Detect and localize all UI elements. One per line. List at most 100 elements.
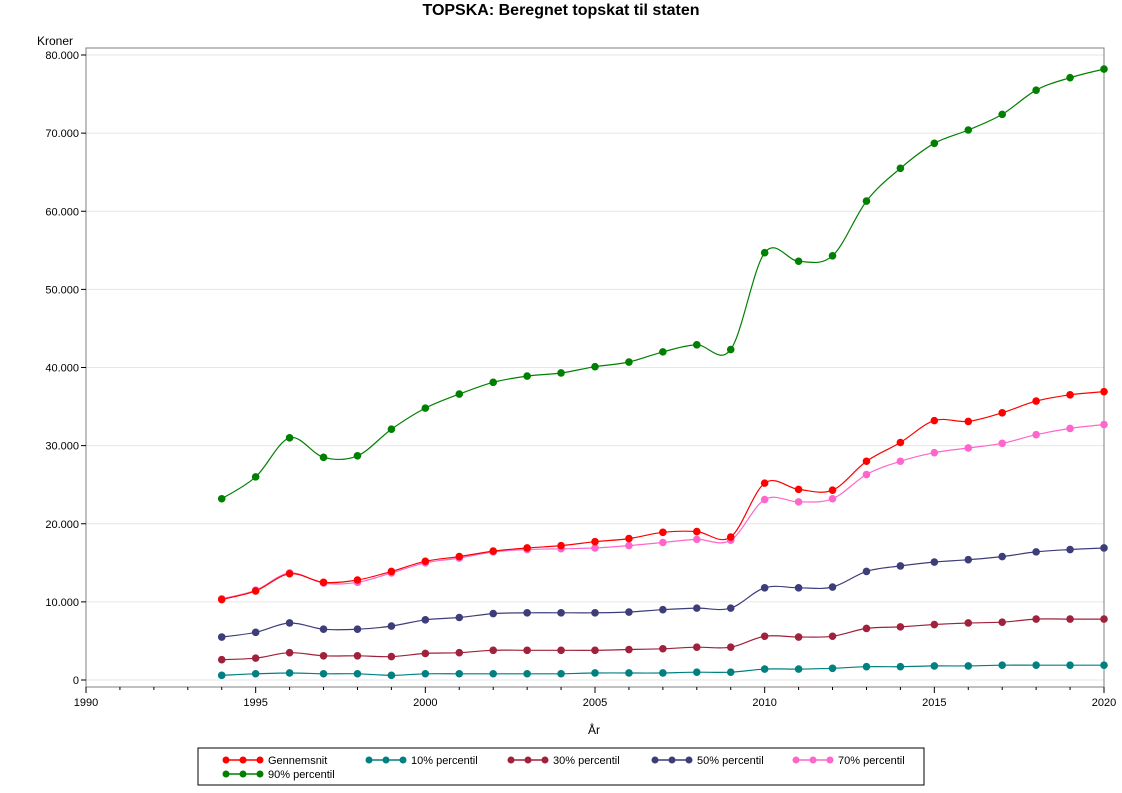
data-point xyxy=(794,485,803,494)
data-point xyxy=(319,651,328,660)
legend-marker xyxy=(541,756,549,764)
data-point xyxy=(1032,615,1040,623)
data-point xyxy=(964,662,973,670)
x-tick-label: 2010 xyxy=(752,697,776,709)
data-point xyxy=(726,643,735,651)
data-point xyxy=(523,372,531,380)
data-point xyxy=(625,541,633,550)
data-point xyxy=(896,438,905,447)
legend-marker xyxy=(239,756,247,764)
data-point xyxy=(353,651,362,660)
y-tick-label: 60.000 xyxy=(45,206,79,218)
data-point xyxy=(1100,615,1108,623)
x-tick-label: 1995 xyxy=(243,697,267,709)
data-point xyxy=(557,369,565,377)
data-point xyxy=(760,248,769,257)
legend-marker xyxy=(685,756,693,764)
data-point xyxy=(625,358,633,366)
y-axis-label: Kroner xyxy=(37,34,73,48)
data-point xyxy=(455,648,464,657)
data-point xyxy=(828,664,837,673)
data-point xyxy=(896,623,905,631)
data-point xyxy=(794,498,803,506)
data-point xyxy=(625,608,633,616)
data-point xyxy=(726,668,735,676)
data-point xyxy=(693,535,701,544)
data-point xyxy=(1100,387,1108,396)
data-point xyxy=(217,671,226,680)
data-point xyxy=(760,665,769,673)
data-point xyxy=(1066,73,1074,82)
x-tick-label: 2015 xyxy=(922,697,946,709)
data-point xyxy=(455,390,464,398)
legend-marker xyxy=(524,756,532,764)
data-point xyxy=(455,552,464,561)
data-point xyxy=(557,669,565,678)
series-line-2 xyxy=(221,618,1104,661)
data-point xyxy=(217,633,226,641)
data-point xyxy=(930,620,939,629)
data-point xyxy=(828,632,837,641)
data-point xyxy=(285,648,294,657)
data-point xyxy=(794,633,803,641)
data-point xyxy=(693,341,701,349)
y-tick-label: 50.000 xyxy=(45,284,79,296)
y-tick-label: 70.000 xyxy=(45,128,79,140)
data-point xyxy=(1032,397,1040,405)
data-point xyxy=(489,609,498,618)
data-point xyxy=(591,362,599,371)
data-point xyxy=(1066,424,1074,433)
data-point xyxy=(930,139,939,148)
data-point xyxy=(1066,545,1074,554)
data-point xyxy=(693,527,701,536)
data-point xyxy=(591,669,599,677)
y-tick-label: 10.000 xyxy=(45,597,79,609)
data-point xyxy=(1100,65,1108,73)
data-point xyxy=(896,562,905,570)
data-point xyxy=(1066,391,1074,399)
data-point xyxy=(1066,661,1074,669)
data-point xyxy=(285,569,294,578)
data-point xyxy=(862,470,871,479)
data-point xyxy=(930,558,939,566)
data-point xyxy=(387,671,396,680)
data-point xyxy=(964,619,973,627)
data-point xyxy=(421,404,430,412)
data-point xyxy=(896,662,905,671)
data-point xyxy=(964,444,973,452)
x-axis-label: År xyxy=(588,722,600,737)
data-point xyxy=(251,669,260,678)
data-point xyxy=(251,587,260,595)
data-point xyxy=(353,625,362,634)
data-point xyxy=(421,616,430,624)
data-point xyxy=(217,655,226,664)
legend-marker xyxy=(809,756,817,764)
data-point xyxy=(998,661,1006,669)
data-point xyxy=(693,604,701,612)
data-point xyxy=(1032,430,1040,439)
data-point xyxy=(862,457,871,466)
data-point xyxy=(998,439,1006,448)
data-point xyxy=(421,557,430,566)
data-point xyxy=(557,646,565,655)
data-point xyxy=(659,348,667,356)
data-point xyxy=(998,618,1006,626)
x-tick-label: 2020 xyxy=(1092,697,1116,709)
data-point xyxy=(421,649,430,658)
data-point xyxy=(828,583,837,591)
data-point xyxy=(964,555,973,564)
data-point xyxy=(726,533,735,541)
legend-label: 30% percentil xyxy=(553,755,620,767)
data-point xyxy=(591,544,599,552)
data-point xyxy=(251,654,260,662)
data-point xyxy=(659,528,667,537)
data-point xyxy=(353,669,362,678)
data-point xyxy=(489,646,498,655)
data-point xyxy=(828,494,837,503)
y-tick-label: 0 xyxy=(73,675,79,687)
data-point xyxy=(319,669,328,678)
legend-label: Gennemsnit xyxy=(268,755,327,767)
data-point xyxy=(319,625,328,634)
data-point xyxy=(319,578,328,587)
data-point xyxy=(659,669,667,677)
